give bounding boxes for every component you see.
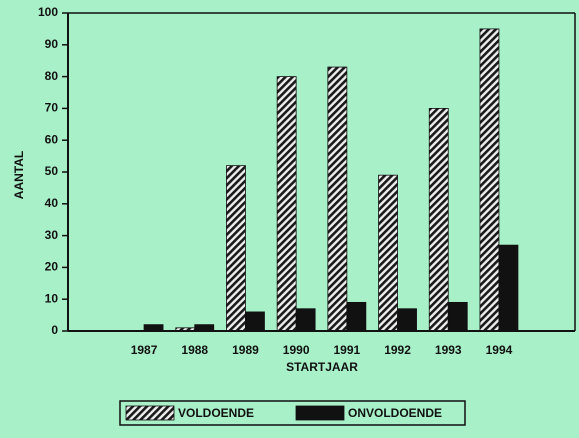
- y-tick-label: 80: [45, 69, 59, 83]
- legend-swatch: [295, 405, 345, 421]
- x-tick-label: 1991: [333, 343, 360, 357]
- x-tick-label: 1992: [384, 343, 411, 357]
- x-tick-label: 1987: [131, 343, 158, 357]
- y-axis-label: AANTAL: [12, 151, 26, 199]
- y-tick-label: 100: [38, 5, 58, 19]
- bar: [327, 66, 348, 332]
- bar: [226, 165, 246, 332]
- x-tick-label: 1988: [181, 343, 208, 357]
- bar: [245, 311, 265, 332]
- y-tick-label: 20: [45, 260, 59, 274]
- y-tick-label: 50: [45, 164, 59, 178]
- bar: [498, 244, 519, 332]
- bar: [447, 301, 468, 332]
- bar: [276, 76, 297, 332]
- legend-box: [119, 400, 466, 426]
- y-tick-label: 10: [45, 291, 59, 305]
- x-tick-label: 1990: [283, 343, 310, 357]
- legend-swatch: [125, 405, 175, 421]
- bar: [295, 308, 316, 332]
- x-axis-label: STARTJAAR: [286, 360, 358, 374]
- x-tick-label: 1989: [232, 343, 259, 357]
- bar: [428, 108, 449, 332]
- y-tick-label: 40: [45, 196, 59, 210]
- bar: [479, 28, 500, 332]
- y-tick-label: 60: [45, 132, 59, 146]
- y-tick-label: 30: [45, 228, 59, 242]
- x-tick-label: 1993: [435, 343, 462, 357]
- y-tick-label: 0: [51, 323, 58, 337]
- y-tick-label: 70: [45, 101, 59, 115]
- legend-label: VOLDOENDE: [178, 406, 254, 420]
- x-tick-label: 1994: [486, 343, 513, 357]
- y-tick-label: 90: [45, 37, 59, 51]
- bar: [346, 301, 367, 332]
- legend-label: ONVOLDOENDE: [348, 406, 442, 420]
- bar: [397, 308, 417, 332]
- bar: [378, 174, 398, 332]
